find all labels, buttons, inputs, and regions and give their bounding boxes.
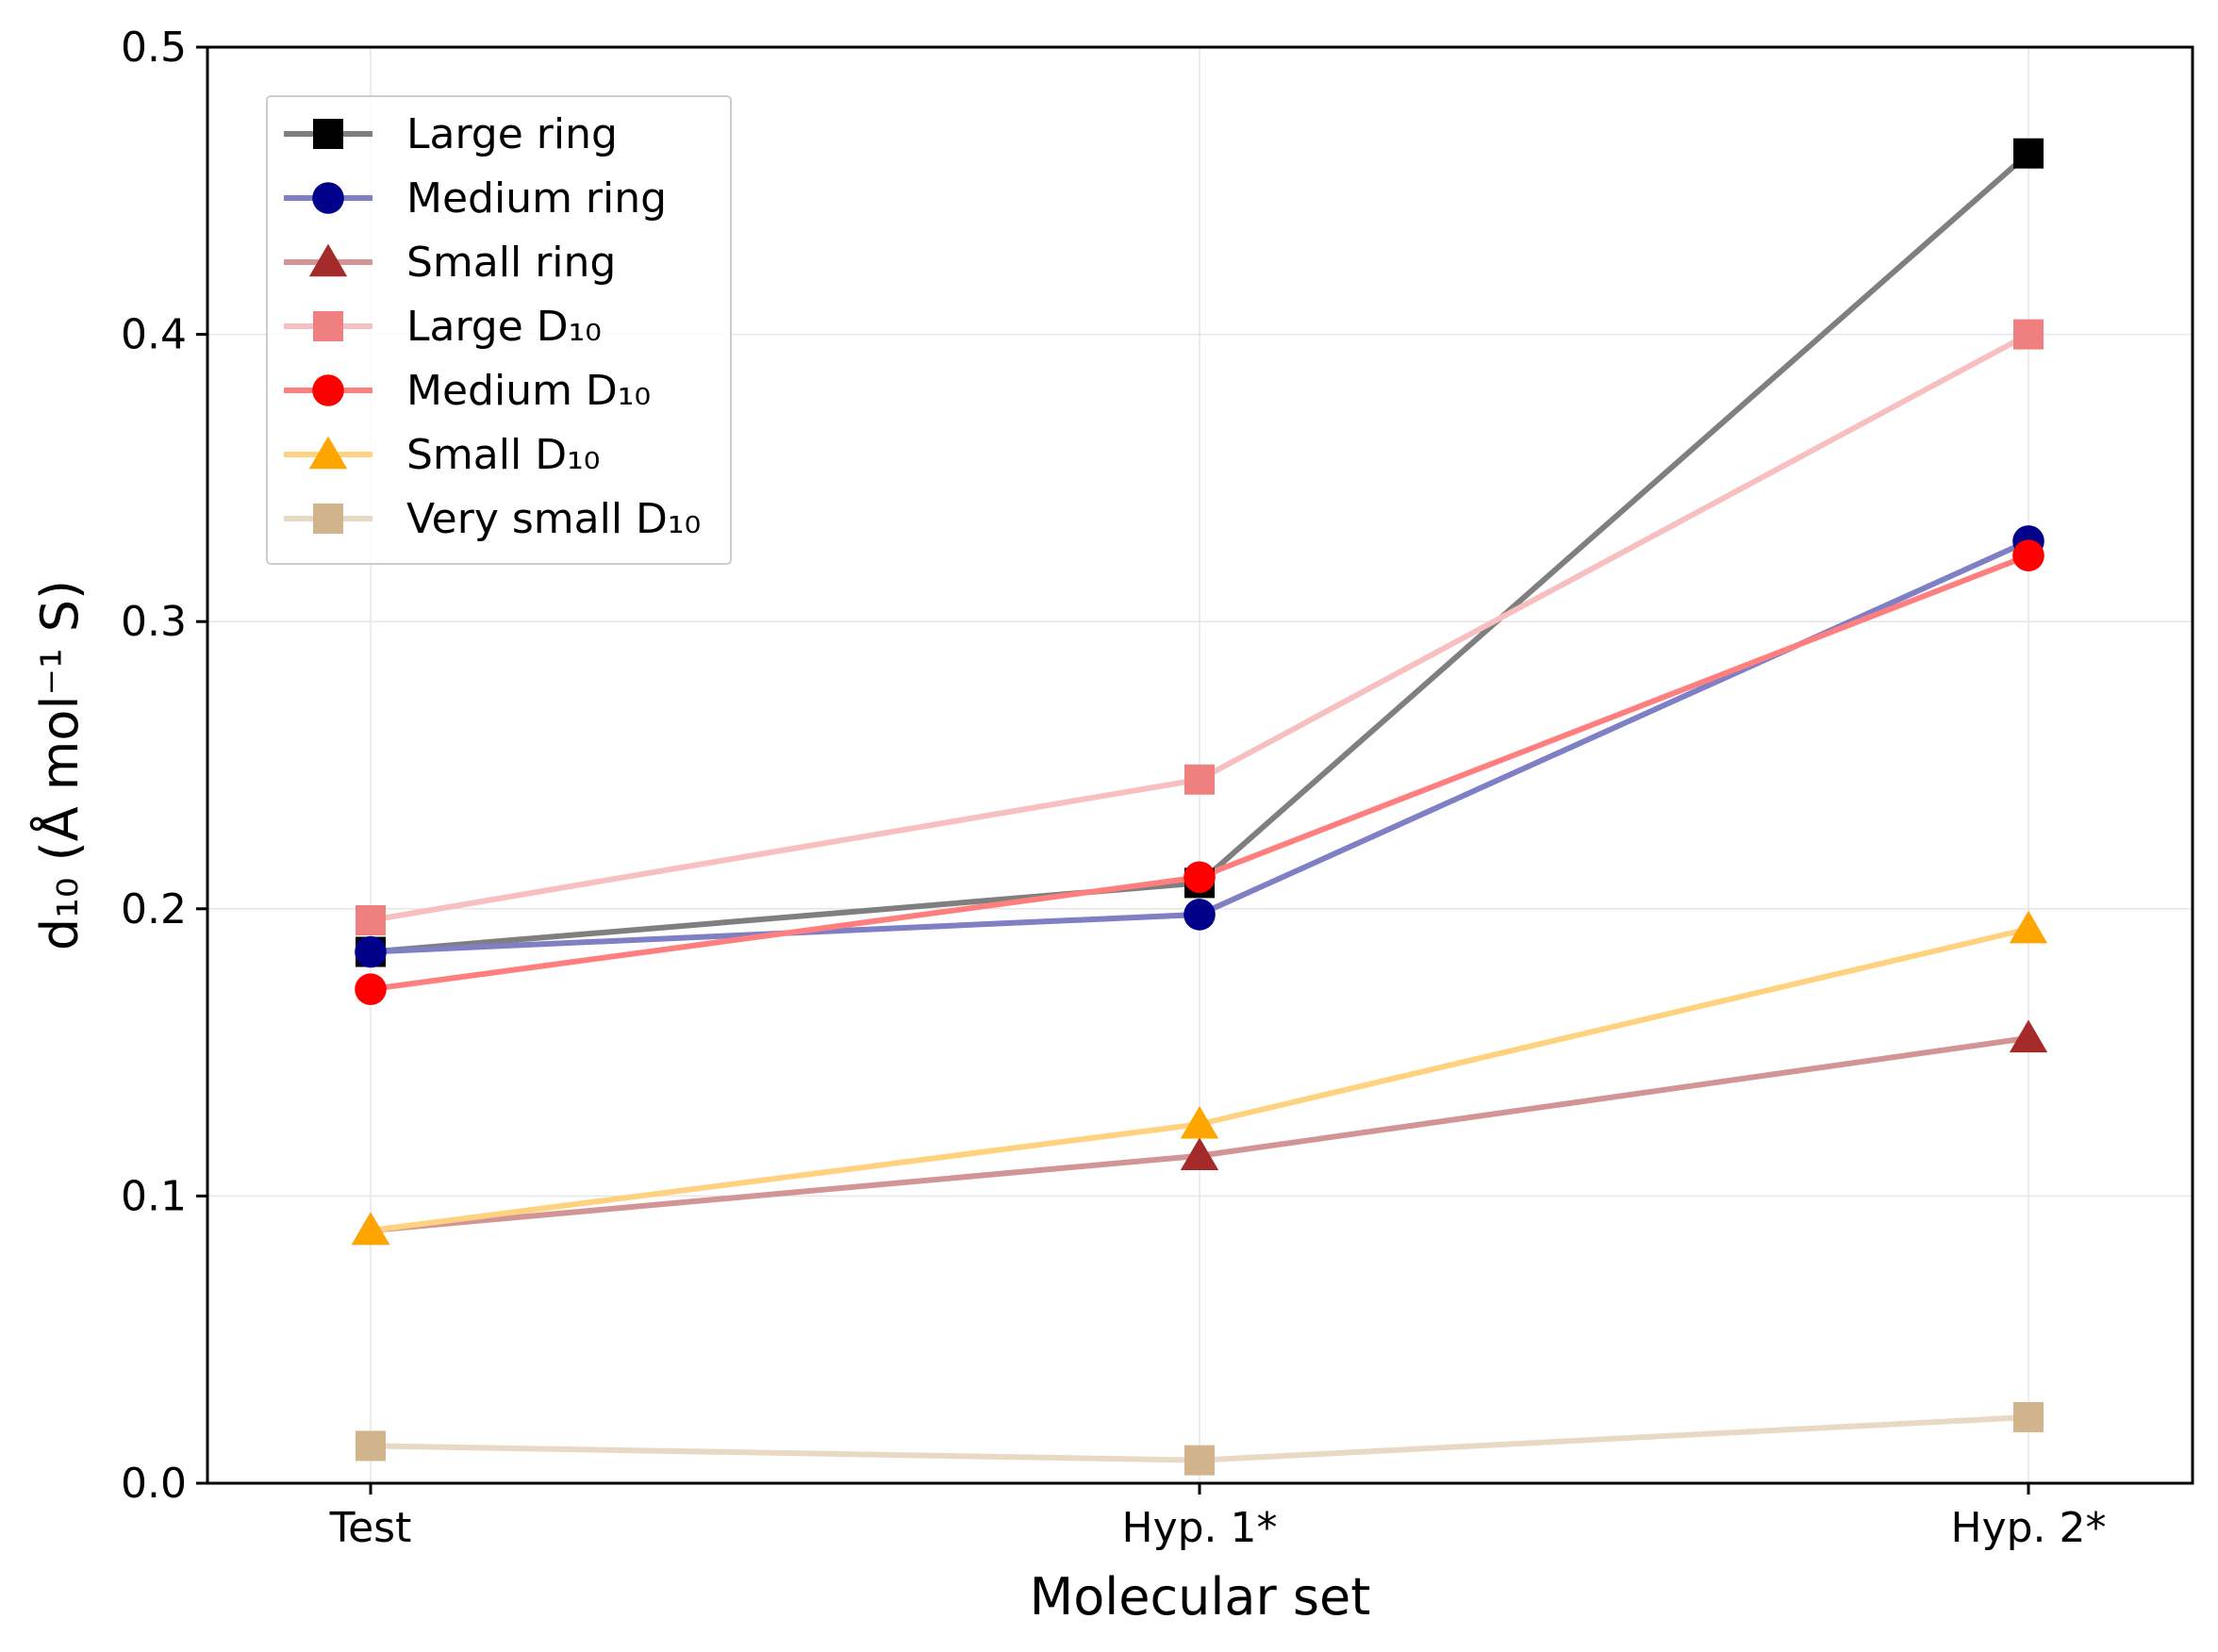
legend-marker-medium-d (312, 374, 344, 406)
data-point-very-small-d (356, 1430, 386, 1462)
legend-marker-large-ring (313, 119, 343, 149)
legend-label-small-ring: Small ring (406, 239, 616, 287)
legend-marker-large-d (313, 311, 343, 341)
y-tick-label: 0.3 (121, 598, 187, 646)
data-point-small-ring (1180, 1137, 1219, 1170)
y-tick-label: 0.2 (121, 885, 187, 933)
legend-label-medium-d: Medium D₁₀ (406, 367, 651, 415)
data-point-large-ring (2013, 138, 2044, 169)
data-point-small-d (2009, 910, 2048, 944)
data-point-medium-d (1183, 861, 1216, 894)
data-point-medium-ring (1183, 899, 1216, 931)
data-point-medium-ring (355, 935, 387, 968)
legend-label-large-d: Large D₁₀ (406, 303, 602, 351)
x-tick-label: Test (329, 1504, 412, 1552)
x-tick-label: Hyp. 2* (1950, 1504, 2106, 1552)
legend-label-medium-ring: Medium ring (406, 174, 667, 223)
x-tick-label: Hyp. 1* (1121, 1504, 1277, 1552)
legend-marker-small-d (308, 436, 348, 470)
data-point-very-small-d (2013, 1401, 2044, 1432)
axis-ticks: 0.0 0.1 0.2 0.3 0.4 0.5 Test Hyp. 1* Hyp. 2* (121, 24, 2107, 1552)
legend: Large ring Medium ring Small ring Large D₁₀… (266, 95, 732, 565)
x-axis-label: Molecular set (1030, 1567, 1371, 1627)
legend-marker-medium-ring (312, 182, 344, 214)
data-point-large-d (1184, 764, 1215, 795)
legend-label-very-small-d: Very small D₁₀ (406, 495, 701, 543)
data-point-small-d (1180, 1105, 1219, 1139)
legend-label-small-d: Small D₁₀ (406, 431, 600, 479)
data-point-small-ring (2009, 1019, 2048, 1053)
data-point-large-d (2013, 319, 2044, 350)
legend-label-large-ring: Large ring (406, 110, 618, 158)
y-tick-label: 0.0 (121, 1460, 187, 1508)
y-tick-label: 0.4 (121, 311, 187, 359)
legend-marker-small-ring (308, 243, 348, 277)
data-point-large-d (356, 904, 386, 935)
data-point-medium-d (355, 973, 387, 1005)
legend-marker-very-small-d (313, 504, 343, 534)
legend-box (266, 95, 732, 565)
y-axis-label: d₁₀ (Å mol⁻¹ S) (29, 580, 90, 950)
data-point-small-d (351, 1212, 390, 1246)
series-markers (351, 138, 2048, 1476)
data-point-very-small-d (1184, 1445, 1215, 1476)
y-tick-label: 0.1 (121, 1172, 187, 1220)
data-point-medium-d (2012, 539, 2044, 571)
y-tick-label: 0.5 (121, 24, 187, 72)
